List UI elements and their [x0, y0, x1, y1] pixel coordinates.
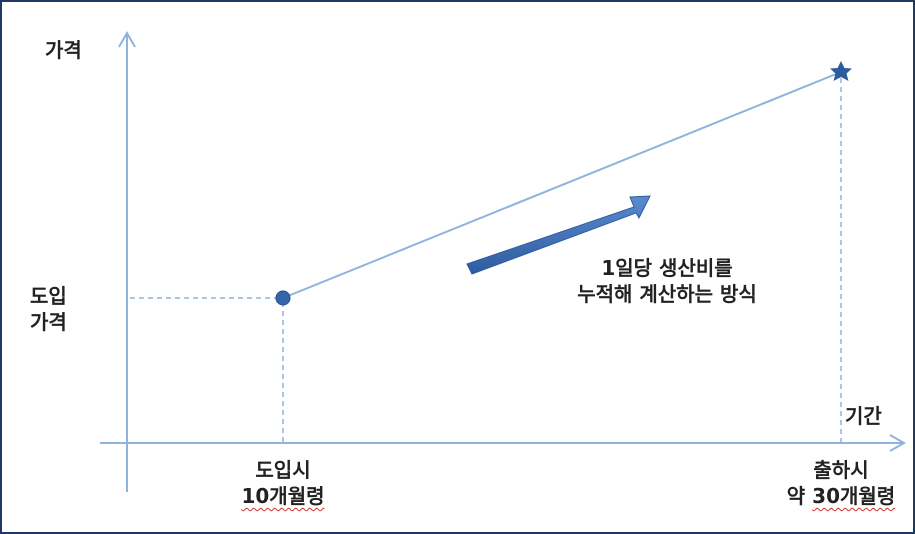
method-annotation: 1일당 생산비를 누적해 계산하는 방식: [522, 255, 812, 307]
introduction-price-label: 도입 가격: [30, 283, 67, 335]
start-time-label: 도입시 10개월령: [232, 457, 334, 509]
end-time-value: 30개월령: [812, 484, 896, 508]
star-marker-icon: [830, 61, 852, 81]
x-axis-arrowhead: [889, 434, 907, 452]
method-annotation-line2: 누적해 계산하는 방식: [577, 282, 757, 306]
cost-accumulation-line: [282, 71, 842, 299]
end-time-line2: 약 30개월령: [767, 483, 915, 509]
y-axis-arrowhead: [118, 30, 136, 48]
method-annotation-line1: 1일당 생산비를: [601, 256, 733, 280]
start-time-line2: 10개월령: [241, 484, 325, 508]
x-axis-label: 기간: [845, 404, 882, 428]
end-time-prefix: 약: [786, 484, 813, 508]
introduction-price-line1: 도입: [30, 284, 67, 308]
y-axis-label: 가격: [45, 38, 82, 62]
end-time-line1: 출하시: [813, 458, 869, 482]
start-time-line1: 도입시: [255, 458, 311, 482]
end-time-label: 출하시 약 30개월령: [767, 457, 915, 509]
circle-marker-icon: [275, 290, 291, 306]
arrow-icon: [466, 195, 651, 275]
introduction-price-line2: 가격: [30, 310, 67, 334]
